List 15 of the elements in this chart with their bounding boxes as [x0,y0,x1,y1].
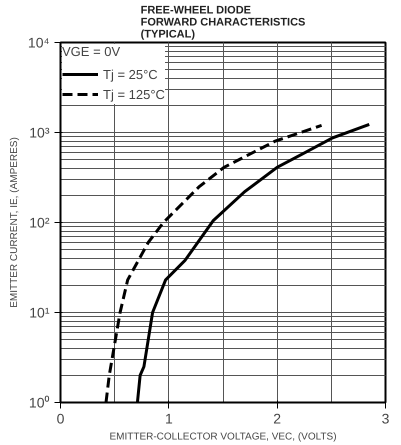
y-axis-title: EMITTER CURRENT, IE, (AMPERES) [8,137,20,308]
x-tick-label: 0 [56,410,65,426]
legend-title: VGE = 0V [62,44,122,59]
legend-label: Tj = 125°C [103,86,165,102]
chart-title: FREE-WHEEL DIODE FORWARD CHARACTERISTICS (TYPICAL) [140,4,306,40]
x-tick-label: 2 [273,410,282,426]
x-axis-title: EMITTER-COLLECTOR VOLTAGE, VEC, (VOLTS) [109,432,337,442]
y-tick-label: 10⁴ [28,34,50,50]
x-tick-label: 3 [382,410,390,426]
y-tick-label: 10⁰ [28,394,50,410]
y-tick-label: 10³ [29,124,50,140]
y-tick-label: 10² [29,214,50,230]
x-tick-label: 1 [164,410,173,426]
legend-label: Tj = 25°C [103,66,158,82]
y-tick-label: 10¹ [29,304,50,320]
